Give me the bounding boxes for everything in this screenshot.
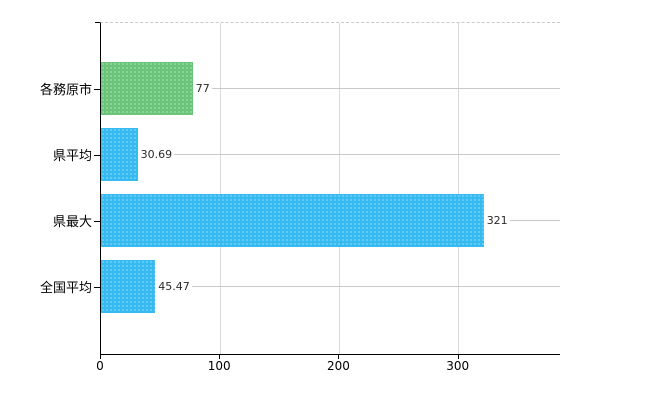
gridline-x-200: [338, 23, 340, 354]
x-axis-tick-label: 200: [326, 359, 350, 373]
category-tick: [94, 221, 100, 222]
bar-全国平均: [101, 260, 156, 313]
category-tick: [94, 287, 100, 288]
value-label: 321: [486, 214, 508, 227]
leader-line: [174, 154, 560, 155]
category-label-県最大: 県最大: [52, 215, 92, 230]
x-axis-tick: [100, 355, 101, 359]
gridline-x-300: [458, 23, 460, 354]
x-axis-tick: [457, 355, 459, 359]
value-label: 77: [195, 82, 210, 95]
category-label-全国平均: 全国平均: [39, 281, 92, 296]
bar-県最大: [101, 194, 484, 247]
x-axis-tick-label: 100: [207, 359, 231, 373]
x-axis-tick: [219, 355, 221, 359]
y-axis-top-tick: [95, 22, 100, 23]
value-label: 30.69: [140, 148, 173, 161]
x-axis-tick-label: 300: [446, 359, 470, 373]
plot-area: 77 30.69 321 45.47: [100, 22, 560, 355]
x-axis-tick: [338, 355, 340, 359]
category-tick: [94, 155, 100, 156]
bar-row: 321: [101, 194, 560, 247]
leader-line: [509, 220, 560, 221]
bar-row: 77: [101, 62, 560, 115]
bar-row: 45.47: [101, 260, 560, 313]
value-label: 45.47: [158, 280, 190, 293]
bar-各務原市: [101, 62, 193, 115]
bar-row: 30.69: [101, 128, 560, 181]
category-label-各務原市: 各務原市: [39, 83, 92, 98]
category-label-県平均: 県平均: [52, 149, 92, 164]
x-axis-tick-label: 0: [96, 359, 104, 373]
category-tick: [94, 89, 100, 90]
bar-県平均: [101, 128, 138, 181]
leader-line: [211, 88, 560, 89]
gridline-x-100: [219, 23, 221, 354]
leader-line: [191, 286, 560, 287]
